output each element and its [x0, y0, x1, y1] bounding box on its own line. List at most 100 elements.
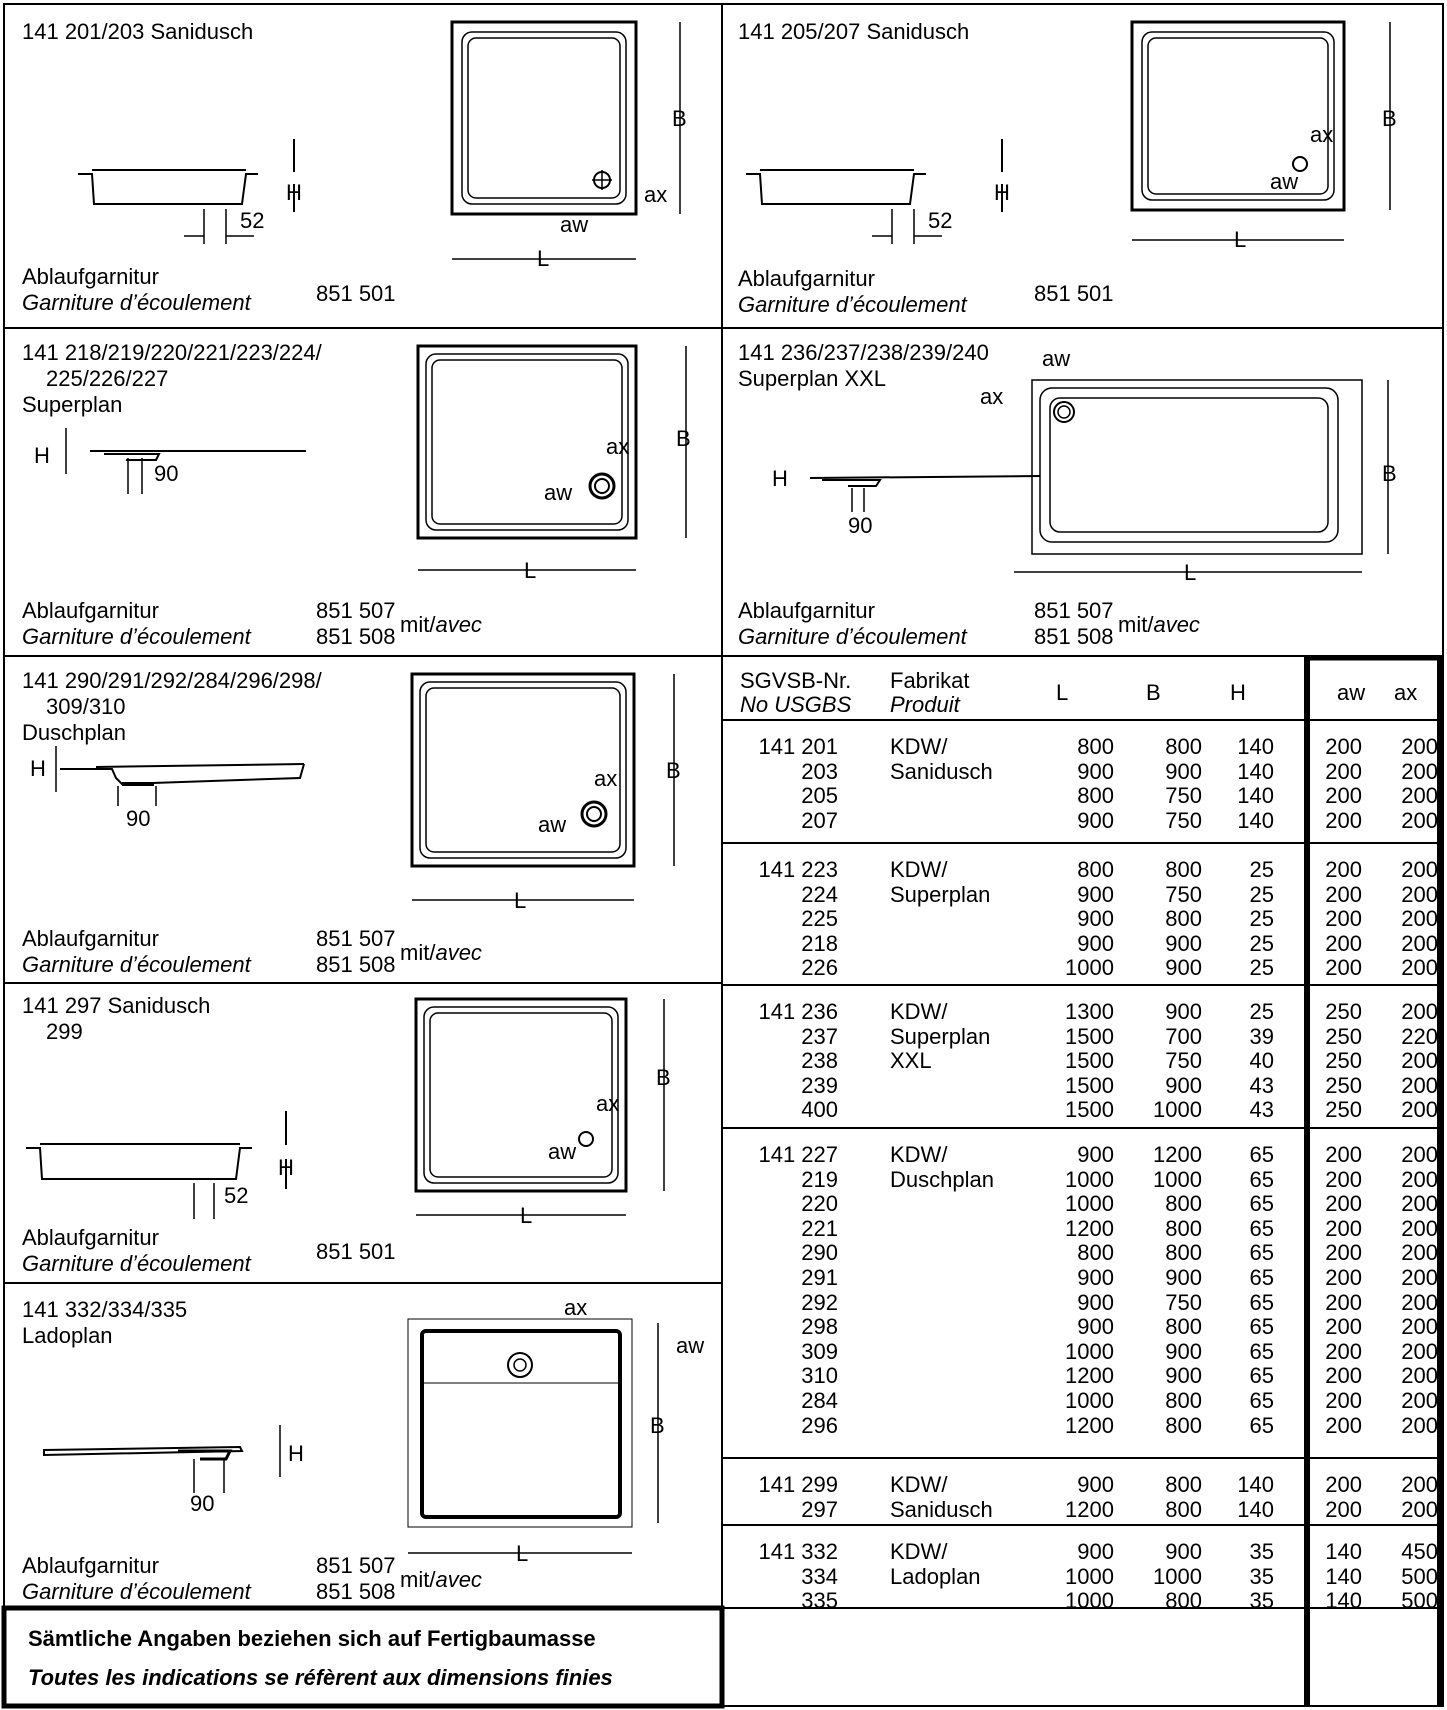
- header-L: L: [1056, 680, 1069, 705]
- cell-nr: 141 223: [758, 857, 838, 882]
- cell-H: 43: [1249, 1097, 1274, 1123]
- cell-aw: 200: [1325, 1265, 1362, 1290]
- cell-L: 1500: [1065, 1023, 1114, 1049]
- dim-gap-label: 52: [224, 1183, 248, 1208]
- cell-aw: 250: [1325, 1023, 1362, 1049]
- cell-aw: 200: [1325, 1142, 1362, 1167]
- cell-nr: 141 236: [758, 999, 838, 1024]
- product-title-cont: 309/310: [46, 694, 126, 719]
- product-name: Superplan XXL: [738, 366, 886, 391]
- dim-ax-label: ax: [564, 1295, 587, 1320]
- cell-L: 900: [1077, 930, 1114, 956]
- tray-profile-drawing: H 52 B L aw ax: [746, 20, 1397, 252]
- cell-ax: 200: [1401, 955, 1438, 981]
- cell-ax: 200: [1401, 1142, 1438, 1167]
- cell-aw: 200: [1325, 1363, 1362, 1389]
- cell-B: 800: [1165, 1588, 1202, 1614]
- mit-avec-note: mit/avec: [400, 940, 482, 965]
- cell-L: 1000: [1065, 1588, 1114, 1614]
- cell-L: 1000: [1065, 1191, 1114, 1217]
- cell-nr: 290: [801, 1240, 838, 1266]
- dim-ax-label: ax: [596, 1091, 619, 1116]
- cell-ax: 200: [1401, 906, 1438, 932]
- cell-H: 65: [1249, 1215, 1274, 1241]
- product-title: 141 201/203 Sanidusch: [22, 19, 254, 44]
- cell-ax: 200: [1401, 783, 1438, 809]
- product-title: 141 205/207 Sanidusch: [738, 19, 970, 44]
- drain-number-2: 851 508: [316, 1579, 396, 1604]
- drain-number-1: 851 507: [316, 1553, 396, 1578]
- dim-L-label: L: [1234, 227, 1246, 252]
- product-name: Superplan: [22, 392, 123, 417]
- cell-L: 900: [1077, 1142, 1114, 1167]
- cell-H: 25: [1249, 999, 1274, 1024]
- header-nr: SGVSB-Nr.: [740, 668, 852, 693]
- cell-L: 1200: [1065, 1215, 1114, 1241]
- cell-B: 800: [1165, 1472, 1202, 1497]
- drain-label-fr: Garniture d’écoulement: [22, 290, 251, 315]
- product-title: 141 332/334/335: [22, 1297, 188, 1322]
- cell-nr: 400: [801, 1097, 838, 1123]
- cell-aw: 200: [1325, 881, 1362, 907]
- cell-L: 900: [1077, 758, 1114, 784]
- drain-label-fr: Garniture d’écoulement: [22, 1251, 251, 1276]
- tray-profile-drawing: H 90 B L aw ax: [43, 1295, 704, 1566]
- cell-aw: 200: [1325, 1472, 1362, 1497]
- cell-L: 900: [1077, 1539, 1114, 1564]
- product-cell-duschplan: 141 290/291/292/284/296/298/ 309/310 Dus…: [4, 656, 722, 983]
- cell-B: 1200: [1153, 1142, 1202, 1167]
- cell-B: 1000: [1153, 1563, 1202, 1589]
- product-title-cont: 299: [46, 1019, 83, 1044]
- dim-B-label: B: [650, 1413, 665, 1438]
- header-ax: ax: [1394, 680, 1418, 705]
- cell-L: 900: [1077, 906, 1114, 932]
- cell-nr: 297: [801, 1496, 838, 1522]
- cell-ax: 200: [1401, 734, 1438, 759]
- dim-gap-label: 90: [190, 1491, 214, 1516]
- cell-aw: 200: [1325, 783, 1362, 809]
- cell-nr: 284: [801, 1388, 838, 1413]
- drain-label-fr: Garniture d’écoulement: [22, 624, 251, 649]
- cell-L: 800: [1077, 1240, 1114, 1266]
- cell-L: 900: [1077, 1265, 1114, 1290]
- cell-B: 900: [1165, 999, 1202, 1024]
- cell-nr: 225: [801, 906, 838, 932]
- cell-L: 1000: [1065, 1338, 1114, 1364]
- dim-aw-label: aw: [560, 212, 588, 237]
- cell-L: 800: [1077, 857, 1114, 882]
- product-name: Ladoplan: [22, 1323, 113, 1348]
- cell-aw: 200: [1325, 955, 1362, 981]
- header-fabrikat: Fabrikat: [890, 668, 970, 693]
- product-title: 141 297 Sanidusch: [22, 993, 211, 1018]
- cell-B: 800: [1165, 1496, 1202, 1522]
- cell-H: 65: [1249, 1240, 1274, 1266]
- cell-L: 1200: [1065, 1363, 1114, 1389]
- cell-aw: 250: [1325, 1072, 1362, 1098]
- cell-H: 43: [1249, 1072, 1274, 1098]
- maker-label: Ladoplan: [890, 1563, 981, 1589]
- cell-H: 35: [1249, 1588, 1274, 1614]
- cell-nr: 218: [801, 930, 838, 956]
- cell-nr: 141 332: [758, 1539, 838, 1564]
- cell-ax: 500: [1401, 1588, 1438, 1614]
- cell-L: 1000: [1065, 955, 1114, 981]
- dim-aw-label: aw: [544, 480, 572, 505]
- dim-gap-label: 52: [928, 208, 952, 233]
- cell-ax: 200: [1401, 999, 1438, 1024]
- cell-nr: 141 227: [758, 1142, 838, 1167]
- tray-profile-drawing: H 52 B L aw ax: [26, 997, 671, 1228]
- maker-label: KDW/: [890, 734, 948, 759]
- product-title: 141 236/237/238/239/240: [738, 340, 989, 365]
- cell-ax: 200: [1401, 881, 1438, 907]
- cell-nr: 226: [801, 955, 838, 981]
- cell-H: 65: [1249, 1142, 1274, 1167]
- mit-avec-note: mit/avec: [1118, 612, 1200, 637]
- cell-H: 25: [1249, 930, 1274, 956]
- cell-L: 1500: [1065, 1097, 1114, 1123]
- cell-ax: 450: [1401, 1539, 1438, 1564]
- cell-ax: 200: [1401, 857, 1438, 882]
- cell-B: 800: [1165, 734, 1202, 759]
- cell-aw: 200: [1325, 1412, 1362, 1438]
- maker-label: XXL: [890, 1048, 932, 1074]
- tray-profile-drawing: H 90 B L aw ax: [34, 344, 691, 583]
